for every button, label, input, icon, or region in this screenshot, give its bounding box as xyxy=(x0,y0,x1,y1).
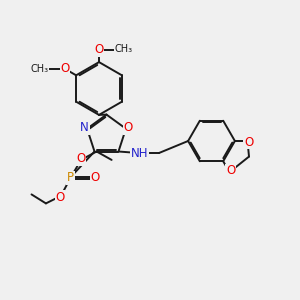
Text: NH: NH xyxy=(131,146,148,160)
Text: O: O xyxy=(91,171,100,184)
Text: O: O xyxy=(56,190,64,204)
Text: O: O xyxy=(76,152,85,165)
Text: CH₃: CH₃ xyxy=(115,44,133,55)
Text: O: O xyxy=(124,121,133,134)
Text: CH₃: CH₃ xyxy=(30,64,48,74)
Text: O: O xyxy=(61,62,70,76)
Text: O: O xyxy=(226,164,235,178)
Text: N: N xyxy=(80,121,89,134)
Text: O: O xyxy=(244,136,253,149)
Text: P: P xyxy=(67,171,74,184)
Text: O: O xyxy=(94,43,103,56)
